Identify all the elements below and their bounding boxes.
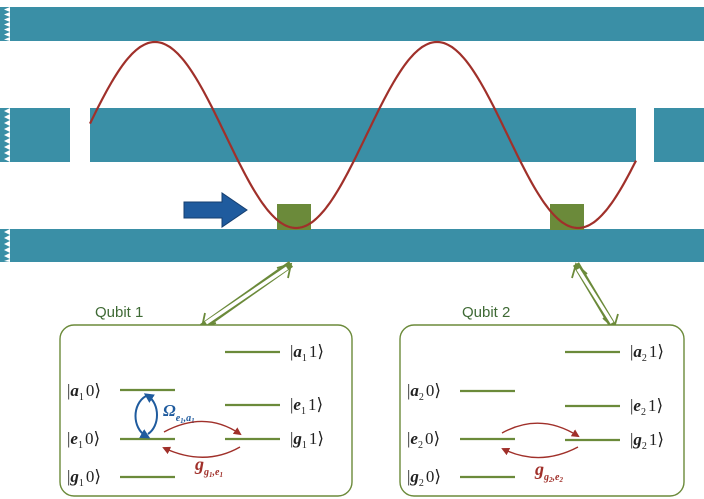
right-arrow-icon (183, 192, 248, 228)
top-waveguide (0, 7, 704, 41)
qubit2-coupling-arcs (501, 422, 580, 459)
cavity-segment (90, 108, 636, 162)
bottom-waveguide-jagged-edge (0, 229, 10, 262)
qubit1-coupling-arrow (199, 261, 294, 330)
qubit1-omega-drive (134, 393, 158, 439)
middle-waveguide (0, 108, 704, 162)
top-waveguide-jagged-edge (0, 7, 10, 41)
qubit2-coupling-arrow (571, 262, 619, 330)
right-waveguide-segment (654, 108, 704, 162)
standing-wave (89, 40, 637, 230)
qubit1-coupling-arcs (162, 420, 242, 458)
qubit1-omega-label: Ωe1,a1 (163, 401, 195, 425)
qubit2-title: Qubit 2 (462, 304, 510, 321)
qubit2-box (399, 324, 685, 497)
qubit1-title: Qubit 1 (95, 304, 143, 321)
qubit1-levels (120, 350, 280, 479)
qubit2-levels (460, 350, 620, 479)
qubit1-coupling-label: gg1,e1 (194, 454, 223, 479)
middle-waveguide-jagged-edge (0, 108, 10, 162)
qubit2-coupling-label: gg2,e2 (534, 459, 563, 484)
qubit1-box (59, 324, 353, 497)
bottom-waveguide (0, 229, 704, 262)
